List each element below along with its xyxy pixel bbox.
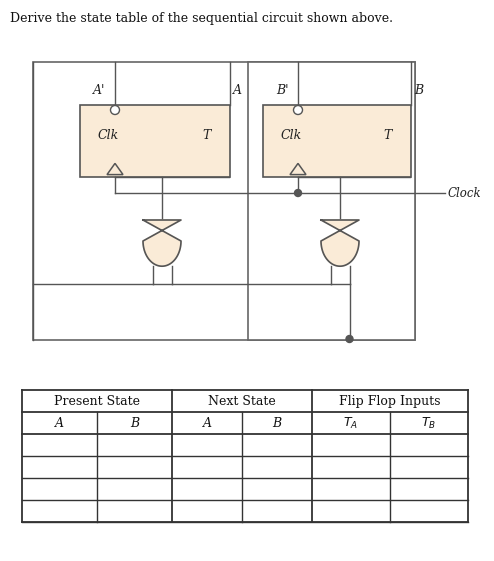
Circle shape: [346, 335, 353, 343]
Text: Clk: Clk: [98, 128, 119, 142]
Text: Present State: Present State: [54, 394, 140, 407]
Text: A: A: [203, 416, 211, 430]
Text: Flip Flop Inputs: Flip Flop Inputs: [339, 394, 441, 407]
Bar: [33, 62, 415, 340]
Text: Clk: Clk: [281, 128, 302, 142]
Text: T: T: [202, 128, 210, 142]
Text: A: A: [55, 416, 64, 430]
Text: B: B: [414, 84, 423, 97]
Circle shape: [294, 190, 301, 196]
Text: B': B': [276, 84, 288, 97]
Text: T: T: [383, 128, 391, 142]
Text: Derive the state table of the sequential circuit shown above.: Derive the state table of the sequential…: [10, 12, 393, 25]
Circle shape: [111, 105, 120, 114]
Text: Clock: Clock: [448, 186, 482, 200]
Polygon shape: [143, 220, 181, 266]
Text: Next State: Next State: [208, 394, 276, 407]
Bar: [80, 105, 230, 177]
Text: B: B: [130, 416, 139, 430]
Text: A: A: [233, 84, 242, 97]
Bar: [263, 105, 411, 177]
Circle shape: [293, 105, 302, 114]
Text: $T_A$: $T_A$: [343, 416, 359, 430]
Polygon shape: [321, 220, 359, 266]
Text: B: B: [272, 416, 282, 430]
Text: A': A': [93, 84, 105, 97]
Bar: [248, 62, 415, 340]
Text: $T_B$: $T_B$: [421, 416, 437, 430]
